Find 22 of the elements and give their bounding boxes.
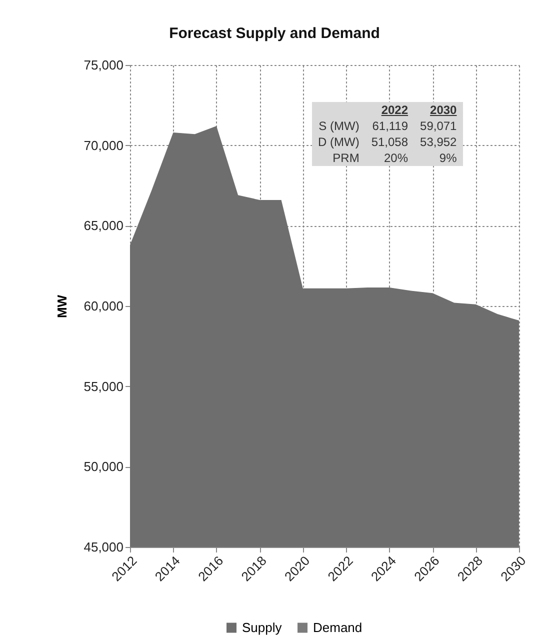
annotation: 2030 [429,102,458,118]
annotation: 53,952 [419,134,458,150]
annotation: D (MW) [317,134,360,150]
legend-label: Demand [313,620,362,635]
legend-label: Supply [242,620,282,635]
y-tick-label: 70,000 [84,138,124,153]
y-tick-label: 45,000 [84,540,124,554]
y-tick-label: 55,000 [84,378,124,394]
annotation: 9% [438,150,458,166]
y-tick-label: 75,000 [84,58,124,72]
annotation: 2022 [380,102,410,118]
annotation: 20% [383,150,410,166]
y-axis-title: MW [54,294,70,318]
y-tick-label: 65,000 [84,218,124,234]
annotation: PRM [332,150,360,166]
annotation: 61,119 [371,118,410,134]
annotation: 59,071 [419,118,458,134]
y-tick-label: 60,000 [84,298,124,314]
y-tick-label: 50,000 [84,459,124,474]
annotation: 51,058 [370,134,410,150]
annotation: S (MW) [318,118,360,134]
chart-title: Forecast Supply and Demand [169,25,380,42]
